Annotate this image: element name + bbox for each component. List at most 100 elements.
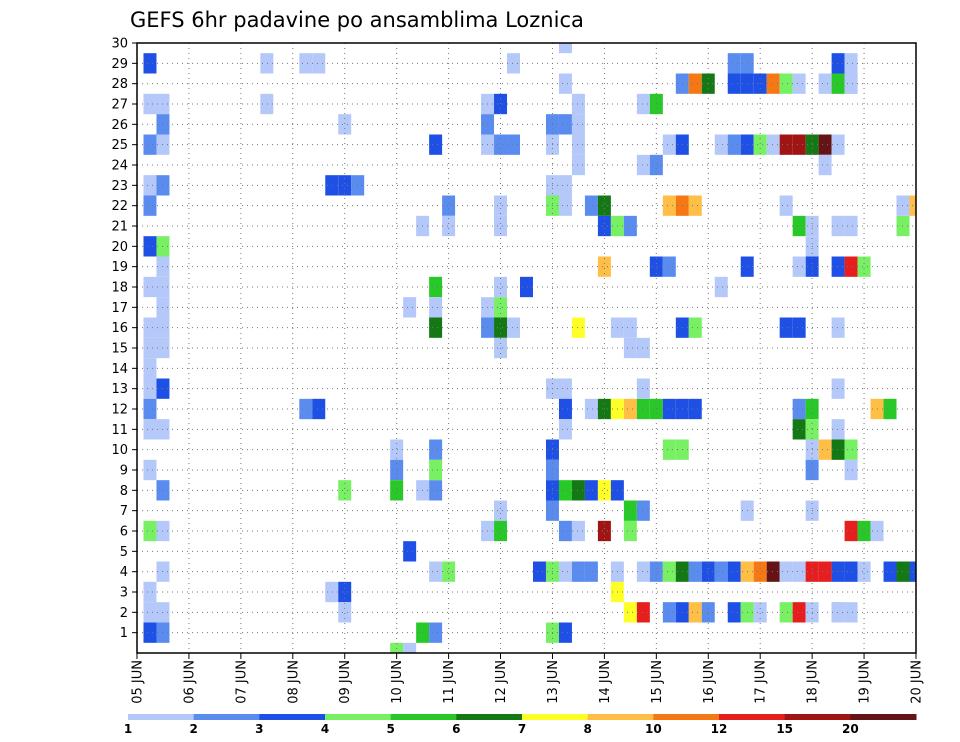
heatmap-cell: [260, 53, 274, 74]
heatmap-cell: [143, 622, 157, 643]
heatmap-cell: [494, 276, 508, 298]
y-tick-label: 30: [111, 37, 128, 52]
y-tick-label: 28: [111, 77, 128, 92]
heatmap-cell: [143, 53, 157, 74]
y-tick-label: 18: [111, 281, 128, 296]
heatmap-cell: [883, 398, 897, 420]
heatmap-cell: [792, 134, 806, 155]
heatmap-cell: [896, 561, 910, 582]
heatmap-cell: [636, 154, 650, 176]
heatmap-cell: [883, 561, 897, 582]
heatmap-cell: [831, 439, 845, 460]
heatmap-cell: [831, 419, 845, 440]
y-tick-label: 12: [111, 403, 128, 418]
heatmap-cell: [532, 561, 546, 582]
heatmap-cell: [766, 561, 780, 582]
chart-title: GEFS 6hr padavine po ansamblima Loznica: [130, 8, 584, 32]
y-tick-label: 20: [111, 240, 128, 255]
colorbar-label: 5: [386, 722, 394, 736]
heatmap-cell: [571, 561, 585, 582]
colorbar-label: 2: [189, 722, 197, 736]
heatmap-cell: [143, 398, 157, 420]
x-tick-label: 17 JUN: [754, 660, 769, 704]
heatmap-cell: [779, 134, 793, 155]
heatmap-cell: [753, 602, 767, 623]
heatmap-cell: [779, 73, 793, 94]
heatmap-cell: [844, 439, 858, 460]
x-tick-label: 07 JUN: [234, 660, 249, 704]
x-tick-label: 09 JUN: [338, 660, 353, 704]
heatmap-cell: [584, 398, 598, 420]
colorbar-swatch: [259, 714, 326, 720]
heatmap-cell: [520, 276, 533, 298]
heatmap-cell: [558, 73, 572, 94]
heatmap-cell: [831, 53, 845, 74]
heatmap-cell: [507, 53, 520, 74]
colorbar-legend: 1 2 3 4 5 6 7 8 10 12 15 20: [124, 714, 917, 736]
x-tick-label: 12 JUN: [494, 660, 509, 704]
heatmap-cell: [844, 602, 858, 623]
heatmap-cell: [558, 561, 572, 582]
x-tick-label: 14 JUN: [598, 660, 613, 704]
heatmap-cell: [143, 317, 157, 338]
heatmap-cell: [584, 561, 598, 582]
heatmap-cell: [792, 602, 806, 623]
heatmap-cell: [857, 256, 871, 277]
colorbar-swatch: [784, 714, 851, 720]
heatmap-cell: [636, 500, 650, 521]
heatmap-cell: [714, 134, 728, 155]
heatmap-cell: [429, 622, 443, 643]
heatmap-cell: [390, 642, 404, 653]
heatmap-cell: [558, 480, 572, 501]
heatmap-cell: [662, 134, 676, 155]
heatmap-cell: [571, 93, 585, 115]
x-tick-label: 06 JUN: [182, 660, 197, 704]
heatmap-cell: [338, 175, 352, 196]
heatmap-cell: [558, 520, 572, 542]
colorbar-label: 12: [711, 722, 728, 736]
heatmap-cell: [429, 480, 443, 501]
heatmap-cell: [338, 581, 352, 603]
heatmap-cell: [597, 480, 611, 501]
heatmap-cell: [325, 175, 339, 196]
x-tick-label: 19 JUN: [858, 660, 873, 704]
y-tick-label: 11: [111, 423, 128, 438]
heatmap-cell: [714, 276, 728, 298]
y-tick-label: 27: [111, 98, 128, 113]
heatmap-cell: [818, 134, 832, 155]
heatmap-cell: [727, 134, 741, 155]
x-tick-label: 08 JUN: [286, 660, 301, 704]
heatmap-cell: [831, 134, 845, 155]
heatmap-cell: [818, 73, 832, 94]
heatmap-cell: [338, 114, 352, 135]
heatmap-cell: [494, 297, 508, 318]
heatmap-cell: [299, 398, 313, 420]
heatmap-cell: [857, 561, 871, 582]
heatmap-cell: [792, 256, 806, 277]
heatmap-cell: [597, 195, 611, 216]
y-tick-label: 3: [120, 586, 128, 601]
heatmap-cell: [558, 175, 572, 196]
heatmap-cell: [143, 602, 157, 623]
heatmap-cell: [494, 500, 508, 521]
heatmap-cell: [766, 73, 780, 94]
heatmap-cell: [143, 134, 157, 155]
heatmap-cell: [844, 73, 858, 94]
heatmap-cell: [623, 215, 637, 237]
colorbar-label: 7: [518, 722, 526, 736]
heatmap-cell: [494, 134, 508, 155]
y-tick-label: 2: [120, 606, 128, 621]
colorbar-swatch: [128, 714, 195, 720]
heatmap-cell: [896, 195, 910, 216]
heatmap-cell: [792, 398, 806, 420]
colorbar-swatch: [522, 714, 589, 720]
heatmap-cell: [701, 561, 715, 582]
heatmap-cell: [494, 215, 508, 237]
heatmap-cell: [636, 561, 650, 582]
heatmap-cell: [727, 561, 741, 582]
heatmap-cell: [623, 602, 637, 623]
heatmap-cell: [143, 93, 157, 115]
heatmap-cell: [792, 561, 806, 582]
y-axis-ticks: 1234567891011121314151617181920212223242…: [111, 37, 137, 641]
y-tick-label: 6: [120, 525, 128, 540]
